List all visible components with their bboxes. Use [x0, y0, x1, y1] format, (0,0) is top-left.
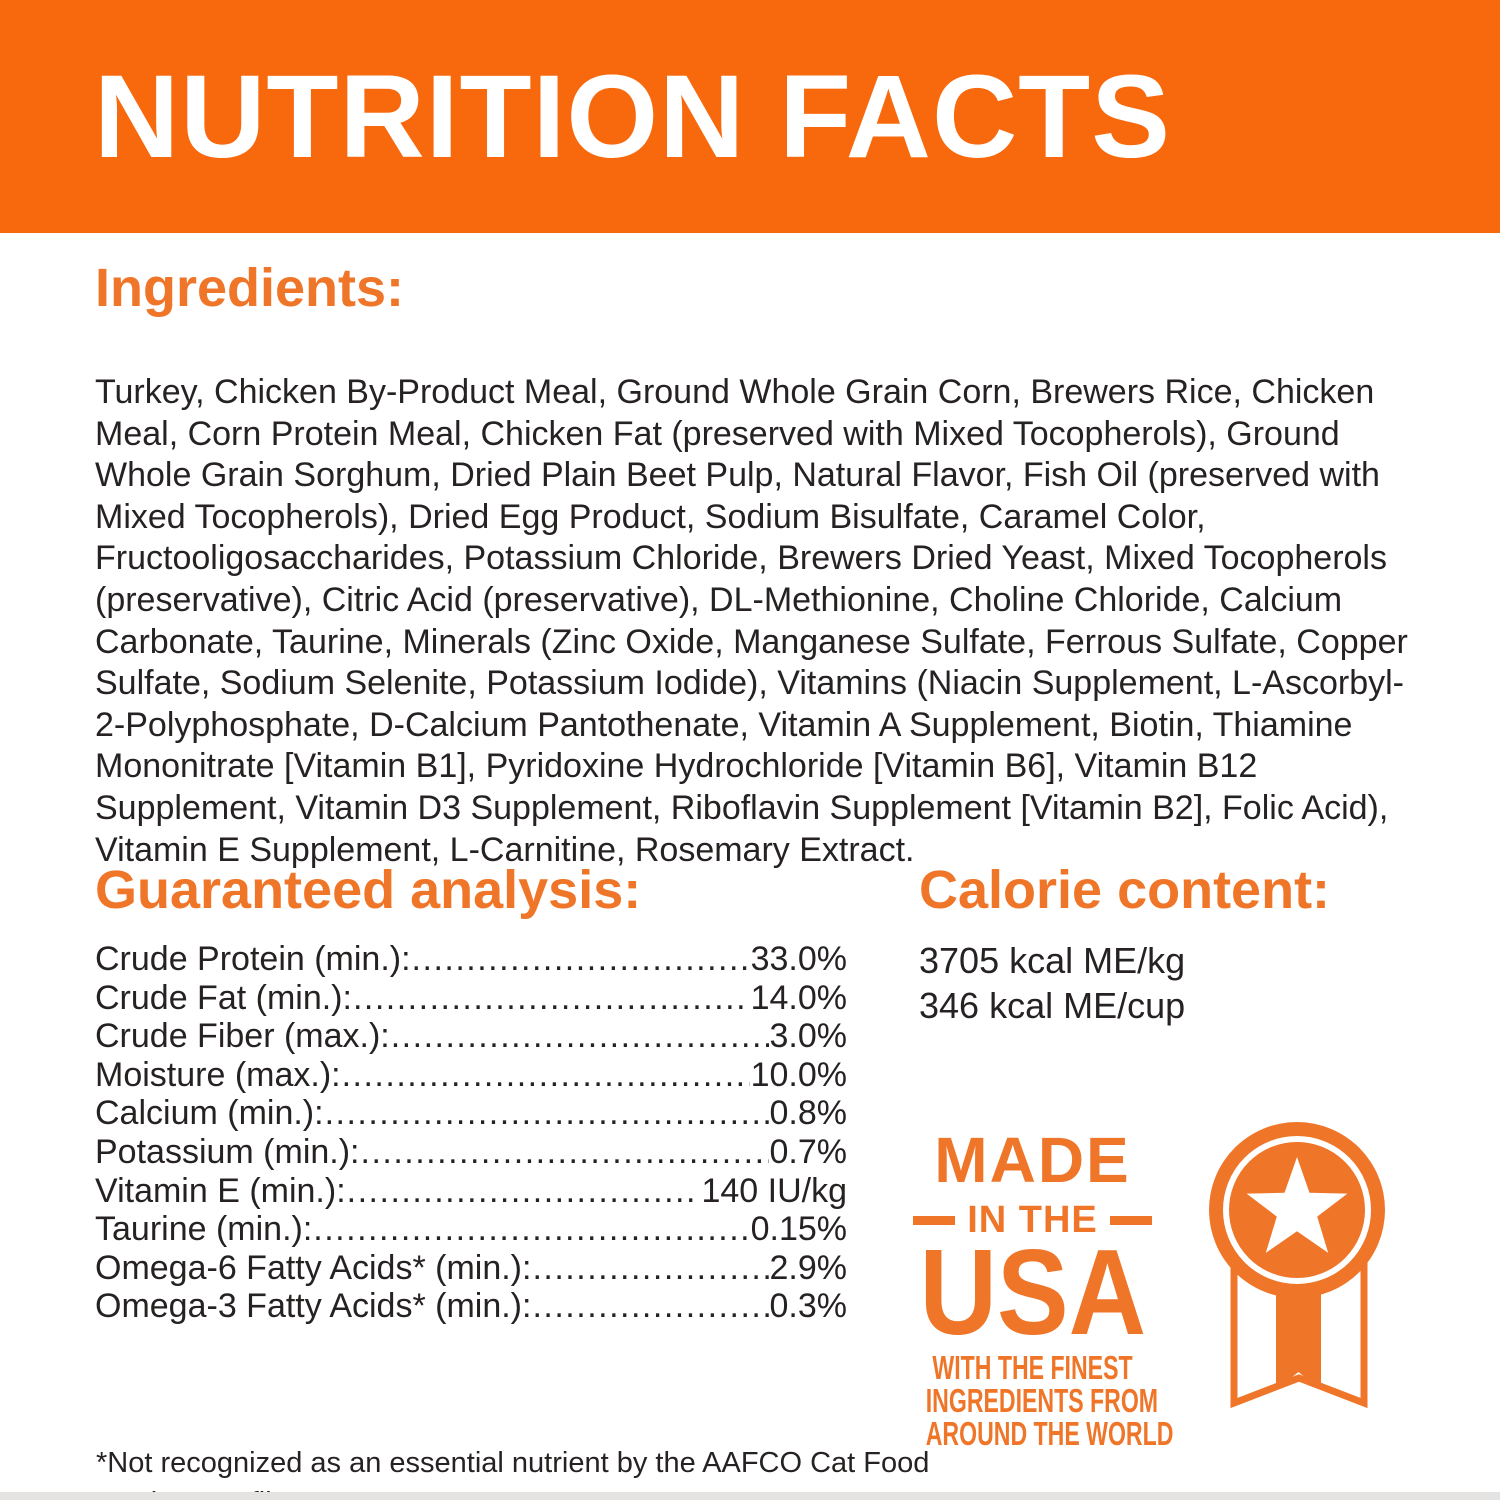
guaranteed-analysis-heading: Guaranteed analysis: [95, 860, 642, 920]
leader-dots [532, 1287, 768, 1326]
guaranteed-analysis-table: Crude Protein (min.): 33.0% Crude Fat (m… [95, 940, 847, 1326]
analysis-value: 140 IU/kg [701, 1171, 847, 1210]
leader-dots [347, 1172, 701, 1211]
analysis-value: 0.15% [750, 1210, 847, 1249]
analysis-label: Crude Protein (min.): [95, 940, 411, 978]
left-dash [913, 1215, 956, 1225]
in-the-row: IN THE [880, 1201, 1185, 1239]
usa-word: USA [919, 1224, 1146, 1360]
analysis-row: Omega-3 Fatty Acids* (min.): 0.3% [95, 1287, 847, 1326]
analysis-label: Taurine (min.): [95, 1210, 313, 1249]
analysis-value: 33.0% [750, 940, 847, 978]
calorie-line: 346 kcal ME/cup [919, 985, 1186, 1026]
analysis-row: Crude Protein (min.): 33.0% [95, 940, 847, 979]
analysis-row: Omega-6 Fatty Acids* (min.): 2.9% [95, 1249, 847, 1288]
leader-dots [353, 979, 750, 1018]
analysis-value: 2.9% [769, 1248, 848, 1287]
right-dash [1109, 1215, 1152, 1225]
page-title: NUTRITION FACTS [94, 50, 1171, 183]
ingredients-heading: Ingredients: [95, 258, 405, 318]
analysis-value: 3.0% [769, 1017, 848, 1056]
award-ribbon-icon [1209, 1122, 1385, 1409]
tagline-line: WITH THE FINEST [932, 1349, 1133, 1386]
analysis-row: Taurine (min.): 0.15% [95, 1210, 847, 1249]
analysis-label: Crude Fat (min.): [95, 978, 352, 1017]
analysis-label: Potassium (min.): [95, 1132, 360, 1171]
analysis-row: Calcium (min.): 0.8% [95, 1094, 847, 1133]
leader-dots [342, 1056, 750, 1095]
analysis-value: 0.3% [769, 1287, 848, 1326]
leader-dots [412, 940, 750, 979]
bottom-edge-strip [0, 1492, 1500, 1500]
analysis-row: Vitamin E (min.): 140 IU/kg [95, 1172, 847, 1211]
analysis-value: 0.7% [769, 1132, 848, 1171]
analysis-label: Vitamin E (min.): [95, 1171, 346, 1210]
analysis-value: 14.0% [750, 978, 847, 1017]
analysis-label: Moisture (max.): [95, 1055, 341, 1094]
footnote: *Not recognized as an essential nutrient… [96, 1447, 930, 1500]
analysis-label: Omega-3 Fatty Acids* (min.): [95, 1287, 532, 1326]
leader-dots [391, 1017, 769, 1056]
header-banner: NUTRITION FACTS [0, 0, 1500, 233]
leader-dots [361, 1133, 769, 1172]
leader-dots [325, 1094, 769, 1133]
made-word: MADE [934, 1124, 1131, 1196]
analysis-value: 0.8% [769, 1094, 848, 1133]
analysis-row: Crude Fiber (max.): 3.0% [95, 1017, 847, 1056]
analysis-row: Potassium (min.): 0.7% [95, 1133, 847, 1172]
ingredients-text: Turkey, Chicken By-Product Meal, Ground … [95, 373, 1408, 869]
analysis-value: 10.0% [750, 1055, 847, 1094]
tagline-line: INGREDIENTS FROM [925, 1382, 1159, 1419]
medal-inner-ring [1223, 1136, 1371, 1284]
calorie-content-lines: 3705 kcal ME/kg 346 kcal ME/cup [919, 938, 1185, 1028]
calorie-content-heading: Calorie content: [919, 860, 1331, 920]
analysis-label: Calcium (min.): [95, 1094, 324, 1133]
tagline-line: AROUND THE WORLD [925, 1415, 1174, 1452]
made-in-usa-lockup: MADE IN THE USA WITH THE FINEST INGREDIE… [880, 1128, 1185, 1450]
analysis-row: Crude Fat (min.): 14.0% [95, 979, 847, 1018]
analysis-label: Omega-6 Fatty Acids* (min.): [95, 1248, 532, 1287]
calorie-line: 3705 kcal ME/kg [919, 940, 1186, 981]
analysis-row: Moisture (max.): 10.0% [95, 1056, 847, 1095]
in-the-word: IN THE [967, 1199, 1098, 1241]
analysis-label: Crude Fiber (max.): [95, 1017, 390, 1056]
usa-tagline: WITH THE FINEST INGREDIENTS FROM AROUND … [880, 1351, 1185, 1450]
leader-dots [313, 1210, 749, 1249]
leader-dots [532, 1249, 768, 1288]
star-icon [1246, 1157, 1348, 1253]
